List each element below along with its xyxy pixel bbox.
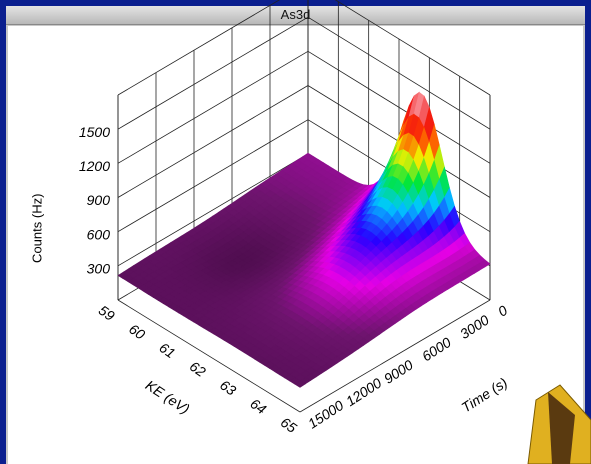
z-tick-label: 600 [87, 226, 111, 242]
z-tick-label: 900 [87, 192, 111, 208]
chart: 3006009001200150059606162636465030006000… [0, 0, 591, 464]
z-tick-label: 1500 [79, 124, 110, 140]
z-tick-label: 1200 [79, 158, 110, 174]
z-axis-title: Counts (Hz) [29, 194, 44, 263]
z-tick-label: 300 [87, 261, 111, 277]
